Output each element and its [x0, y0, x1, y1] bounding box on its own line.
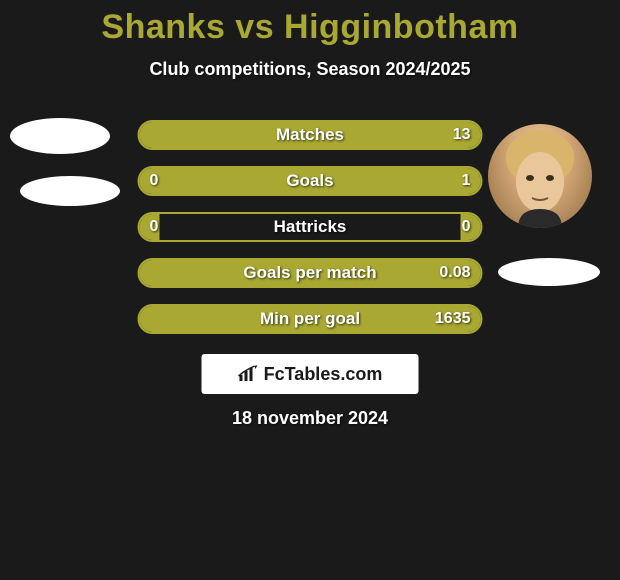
subtitle: Club competitions, Season 2024/2025 [0, 59, 620, 80]
stat-value-right: 1 [462, 168, 471, 194]
stat-value-right: 1635 [435, 306, 471, 332]
stat-row-min-per-goal: Min per goal 1635 [138, 304, 483, 334]
player-left-avatar-placeholder-2 [20, 176, 120, 206]
face-icon [488, 124, 592, 228]
stat-label: Goals per match [140, 260, 481, 286]
stat-label: Matches [140, 122, 481, 148]
stat-label: Hattricks [140, 214, 481, 240]
stat-row-hattricks: 0 Hattricks 0 [138, 212, 483, 242]
stat-row-goals-per-match: Goals per match 0.08 [138, 258, 483, 288]
player-right-avatar-placeholder-2 [498, 258, 600, 286]
player-left-avatar-placeholder-1 [10, 118, 110, 154]
stats-container: Matches 13 0 Goals 1 0 Hattricks 0 Goals… [138, 120, 483, 350]
chart-icon [238, 365, 260, 383]
date-label: 18 november 2024 [0, 408, 620, 429]
stat-label: Goals [140, 168, 481, 194]
stat-row-matches: Matches 13 [138, 120, 483, 150]
logo-text: FcTables.com [264, 364, 383, 385]
stat-value-right: 0.08 [439, 260, 470, 286]
fctables-logo[interactable]: FcTables.com [202, 354, 419, 394]
stat-value-right: 13 [453, 122, 471, 148]
stat-value-right: 0 [462, 214, 471, 240]
stat-row-goals: 0 Goals 1 [138, 166, 483, 196]
player-right-avatar [488, 124, 592, 228]
stat-label: Min per goal [140, 306, 481, 332]
page-title: Shanks vs Higginbotham [0, 0, 620, 47]
